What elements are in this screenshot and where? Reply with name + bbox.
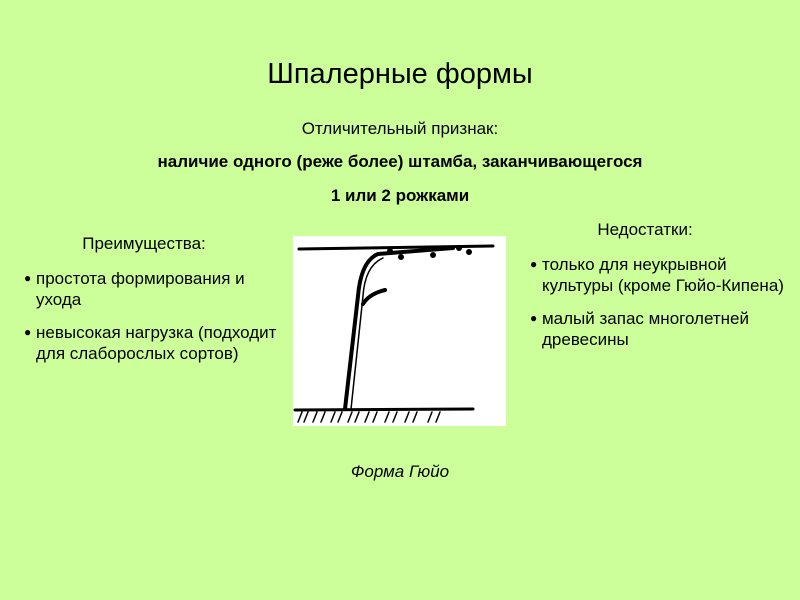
advantages-list: Преимущества: ● простота формирования и … [24,233,294,376]
list-item: ● невысокая нагрузка (подходит для слабо… [24,323,277,363]
bullet-icon: ● [24,271,32,285]
feature-line-2: 1 или 2 рожками [330,186,470,205]
trellis-wire [297,244,495,251]
list-item: ● простота формирования и ухода [24,269,245,309]
list-item: ● только для неукрывной культуры (кроме … [530,255,784,295]
disadvantages-list: Недостатки: ● только для неукрывной куль… [530,219,800,362]
figure-caption: Форма Гюйо [350,462,450,481]
list-item: ● малый запас многолетней древесины [530,309,749,349]
spur [361,288,387,306]
vine-trunk [343,246,455,411]
bullet-icon: ● [24,325,32,339]
feature-label: Отличительный признак: [301,119,499,138]
slide-title: Шпалерные формы [267,58,533,90]
vine-drawing [293,244,495,423]
buds [387,245,472,260]
ground-line [293,407,475,412]
bullet-icon: ● [530,257,538,271]
ground-hatching [297,411,441,423]
feature-line-1: наличие одного (реже более) штамба, зака… [157,152,643,171]
disadvantages-heading: Недостатки: [597,220,693,239]
guyot-form-illustration [293,236,506,426]
bullet-icon: ● [530,311,538,325]
advantages-heading: Преимущества: [82,234,206,253]
